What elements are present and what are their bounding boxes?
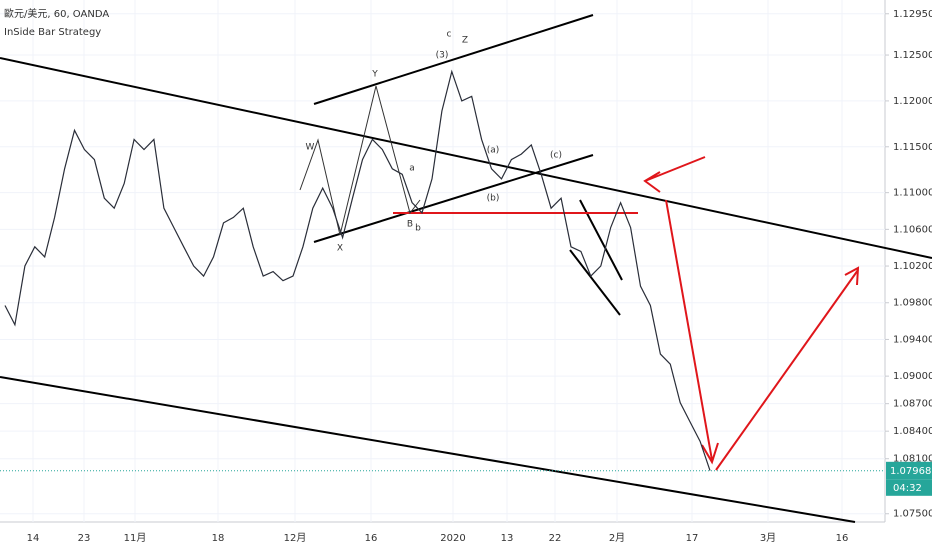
arrow (643, 156, 706, 193)
drawings (0, 14, 932, 523)
channel-line (313, 154, 594, 243)
arrow-head (844, 266, 860, 286)
y-tick-label: 1.11500 (893, 142, 932, 153)
wave-label: (c) (550, 151, 562, 161)
countdown: 04:32 (893, 483, 922, 494)
y-tick-label: 1.07500 (893, 509, 932, 520)
grid (0, 0, 885, 522)
y-tick-label: 1.10200 (893, 261, 932, 272)
y-tick-label: 1.09800 (893, 298, 932, 309)
last-price-label: 1.07968 (890, 466, 931, 477)
y-tick-label: 1.11000 (893, 188, 932, 199)
wave-label: Z (462, 36, 468, 46)
x-tick-label: 13 (501, 533, 514, 544)
indicator-name: InSide Bar Strategy (4, 27, 101, 38)
arrow (715, 269, 859, 471)
y-tick-label: 1.08700 (893, 399, 932, 410)
x-tick-label: 2月 (609, 532, 625, 544)
y-tick-label: 1.12000 (893, 96, 932, 107)
symbol-title: 歐元/美元, 60, OANDA (4, 7, 109, 20)
x-tick-label: 11月 (124, 532, 147, 544)
wave-label: (a) (487, 146, 500, 156)
wave-label: Y (371, 70, 378, 80)
wave-label: c (447, 30, 452, 40)
arrow-head (701, 442, 719, 465)
wave-label: a (409, 164, 415, 174)
last-price-box (886, 461, 932, 480)
y-tick-label: 1.08100 (893, 454, 932, 465)
y-tick-label: 1.09400 (893, 334, 932, 345)
channel-line (313, 14, 594, 105)
price-line (4, 69, 711, 471)
x-tick-label: 17 (686, 533, 699, 544)
y-tick-label: 1.12500 (893, 50, 932, 61)
wave-label: W (306, 143, 315, 153)
trend-line (0, 57, 932, 259)
wave-label: (3) (436, 51, 449, 61)
x-tick-label: 18 (212, 533, 225, 544)
arrow (665, 199, 713, 461)
countdown-box (886, 479, 932, 496)
x-tick-label: 23 (78, 533, 91, 544)
trend-line (0, 376, 856, 523)
x-tick-label: 16 (836, 533, 849, 544)
x-tick-label: 3月 (760, 532, 776, 544)
x-tick-label: 12月 (284, 532, 307, 544)
wave-label: b (415, 224, 421, 234)
y-tick-label: 1.10600 (893, 224, 932, 235)
wave-label: B (407, 220, 413, 230)
x-tick-label: 22 (549, 533, 562, 544)
channel-line (569, 249, 621, 316)
x-tick-label: 16 (365, 533, 378, 544)
wave-line (299, 85, 421, 236)
wave-label: (b) (487, 194, 500, 204)
y-tick-label: 1.12950 (893, 9, 932, 20)
y-tick-label: 1.09000 (893, 371, 932, 382)
y-tick-label: 1.08400 (893, 426, 932, 437)
price-axis (885, 0, 932, 550)
x-tick-label: 2020 (440, 533, 465, 544)
x-tick-label: 14 (27, 533, 40, 544)
wave-label: X (337, 244, 343, 254)
